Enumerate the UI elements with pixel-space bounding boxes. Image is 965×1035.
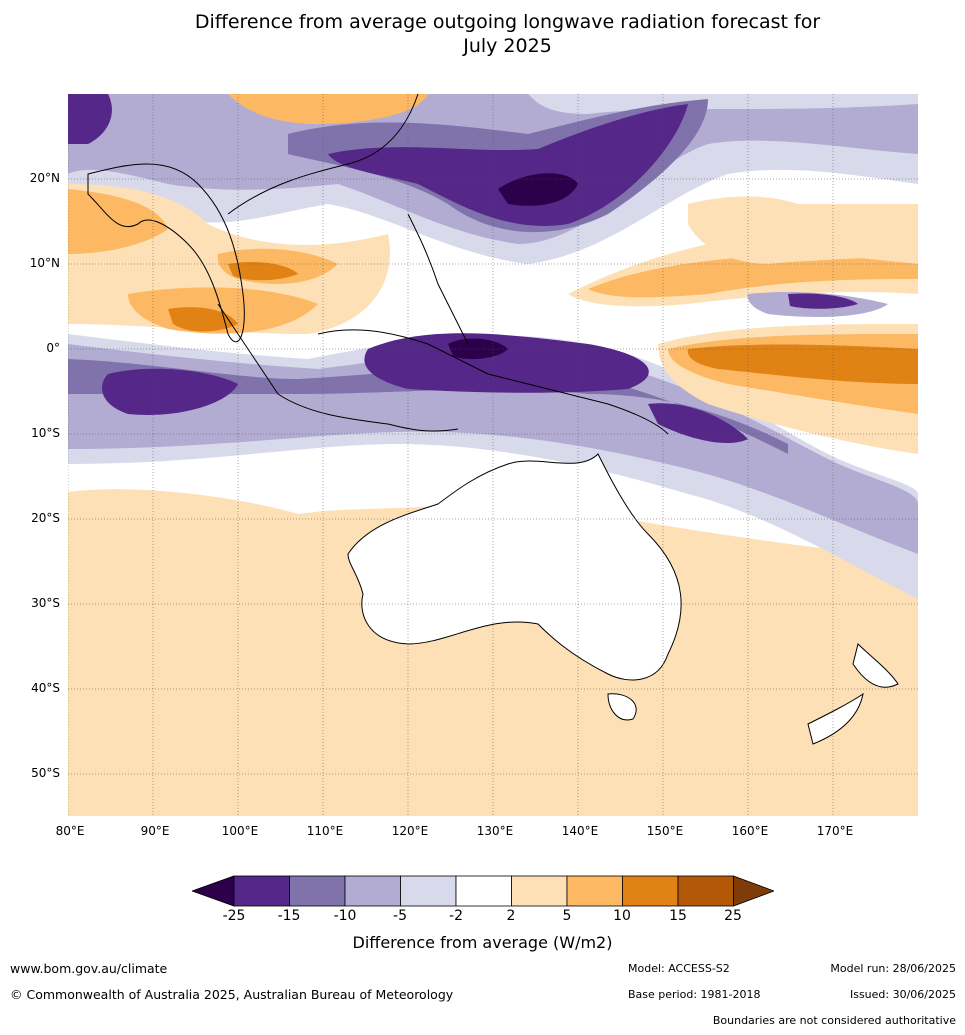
colorbar-tick: -10: [333, 908, 357, 924]
lon-label-120e: 120°E: [391, 824, 429, 838]
lon-label-110e: 110°E: [306, 824, 344, 838]
lon-label-90e: 90°E: [140, 824, 170, 838]
lon-label-80e: 80°E: [55, 824, 85, 838]
colorbar-tick: -15: [277, 908, 301, 924]
lat-label-10n: 10°N: [29, 256, 60, 270]
colorbar-tick: 15: [669, 908, 687, 924]
issued-date: Issued: 30/06/2025: [849, 988, 956, 1001]
colorbar-bin-9: [677, 875, 734, 907]
colorbar-max-arrow: [733, 875, 776, 907]
colorbar-tick: -25: [222, 908, 246, 924]
base-period: Base period: 1981-2018: [628, 988, 761, 1001]
lat-label-10s: 10°S: [31, 426, 60, 440]
lon-label-150e: 150°E: [646, 824, 684, 838]
australia-landmass: [347, 453, 682, 681]
lat-label-20s: 20°S: [31, 511, 60, 525]
colorbar-bin-3: [344, 875, 401, 907]
colorbar-min-arrow: [190, 875, 235, 907]
lat-label-40s: 40°S: [31, 681, 60, 695]
colorbar-bin-7: [566, 875, 623, 907]
colorbar-tick: -2: [449, 908, 463, 924]
colorbar-swatches: [190, 875, 776, 907]
title-line-1: Difference from average outgoing longwav…: [194, 11, 821, 33]
lon-label-140e: 140°E: [561, 824, 599, 838]
colorbar-bin-4: [400, 875, 457, 907]
lon-label-160e: 160°E: [731, 824, 769, 838]
colorbar-bin-2: [289, 875, 346, 907]
lat-label-50s: 50°S: [31, 766, 60, 780]
colorbar-label: Difference from average (W/m2): [352, 933, 613, 952]
lat-label-0: 0°: [46, 341, 60, 355]
colorbar-bin-8: [622, 875, 679, 907]
colorbar-bin-6: [511, 875, 568, 907]
colorbar-bin-5: [455, 875, 512, 907]
colorbar-tick: 5: [562, 908, 572, 924]
colorbar-tick: 25: [724, 908, 742, 924]
copyright-text: © Commonwealth of Australia 2025, Austra…: [10, 987, 454, 1002]
lon-label-170e: 170°E: [816, 824, 854, 838]
lon-label-100e: 100°E: [221, 824, 259, 838]
title-line-2: July 2025: [463, 35, 552, 57]
lon-label-130e: 130°E: [476, 824, 514, 838]
colorbar: [190, 874, 776, 908]
anomaly-map: [68, 94, 918, 816]
map-title: Difference from average outgoing longwav…: [0, 10, 965, 58]
lat-label-30s: 30°S: [31, 596, 60, 610]
colorbar-bin-1: [233, 875, 290, 907]
website-link[interactable]: www.bom.gov.au/climate: [10, 961, 168, 976]
colorbar-tick: 2: [506, 908, 516, 924]
map-panel: [68, 94, 918, 816]
lat-label-20n: 20°N: [29, 171, 60, 185]
boundaries-disclaimer: Boundaries are not considered authoritat…: [712, 1014, 956, 1027]
model-name: Model: ACCESS-S2: [628, 962, 730, 975]
colorbar-tick: -5: [393, 908, 407, 924]
model-run-date: Model run: 28/06/2025: [830, 962, 956, 975]
colorbar-tick: 10: [613, 908, 631, 924]
